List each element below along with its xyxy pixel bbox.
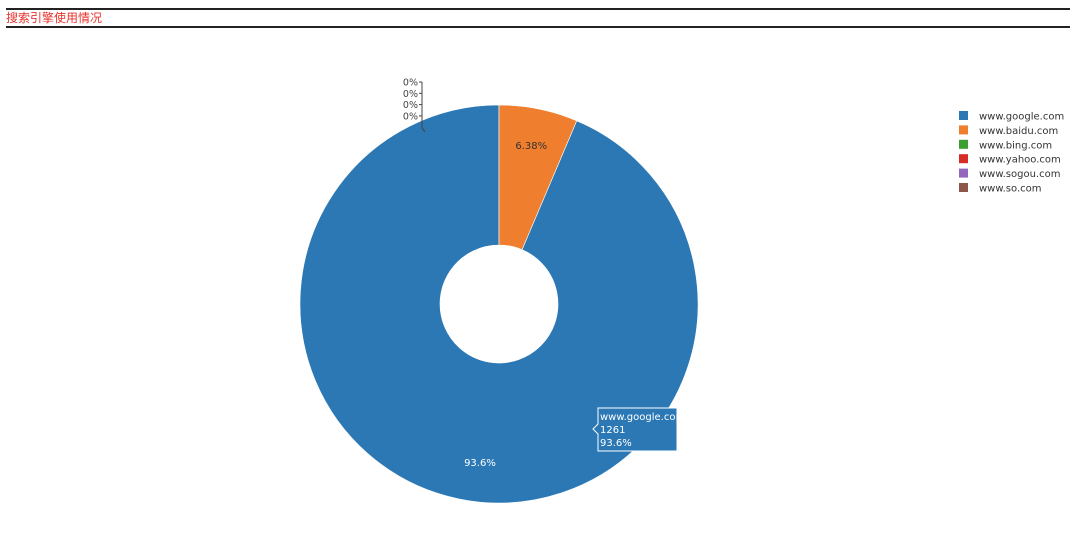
slice-label-google: 93.6% bbox=[464, 458, 496, 469]
slices-layer bbox=[299, 104, 699, 504]
legend: www.google.com www.baidu.com www.bing.com w… bbox=[959, 111, 1064, 195]
slice-label-bing: 0% bbox=[403, 78, 418, 89]
donut-chart: 93.6% 6.38% 0% 0% 0% 0% www.google.com www.bai… bbox=[0, 30, 1080, 553]
zero-label-leader bbox=[421, 82, 426, 133]
legend-label-so: www.so.com bbox=[979, 184, 1042, 195]
tooltip-percent: 93.6% bbox=[600, 438, 632, 449]
legend-label-yahoo: www.yahoo.com bbox=[979, 155, 1061, 166]
hover-tooltip: www.google.com 1261 93.6% bbox=[592, 407, 685, 452]
legend-swatch-so bbox=[959, 183, 968, 192]
panel-header: 搜索引擎使用情况 bbox=[6, 8, 1070, 28]
tooltip-box bbox=[592, 407, 678, 452]
legend-swatch-google bbox=[959, 111, 968, 120]
legend-swatch-baidu bbox=[959, 125, 968, 135]
labels-layer: 93.6%6.38%0%0%0%0% bbox=[403, 78, 547, 469]
legend-label-baidu: www.baidu.com bbox=[979, 126, 1058, 137]
legend-item-google[interactable]: www.google.com bbox=[959, 111, 1064, 123]
legend-item-sogou[interactable]: www.sogou.com bbox=[959, 168, 1060, 181]
legend-item-yahoo[interactable]: www.yahoo.com bbox=[959, 154, 1061, 166]
tooltip-value: 1261 bbox=[600, 425, 625, 436]
legend-swatch-sogou bbox=[959, 168, 968, 178]
slice-label-so: 0% bbox=[403, 111, 418, 122]
tooltip-label: www.google.com bbox=[600, 412, 685, 423]
legend-swatch-bing bbox=[959, 139, 968, 149]
slice-label-baidu: 6.38% bbox=[515, 141, 547, 152]
legend-label-sogou: www.sogou.com bbox=[979, 169, 1060, 180]
slice-google[interactable] bbox=[299, 104, 699, 504]
legend-item-baidu[interactable]: www.baidu.com bbox=[959, 125, 1058, 137]
slice-label-sogou: 0% bbox=[403, 100, 418, 111]
legend-swatch-yahoo bbox=[959, 154, 968, 164]
slice-baidu[interactable] bbox=[498, 104, 578, 251]
legend-label-bing: www.bing.com bbox=[979, 140, 1052, 151]
chart-canvas: 93.6%6.38%0%0%0%0% www.google.comwww.bai… bbox=[299, 78, 1064, 504]
slice-label-yahoo: 0% bbox=[403, 89, 418, 100]
legend-item-so[interactable]: www.so.com bbox=[959, 183, 1042, 195]
legend-item-bing[interactable]: www.bing.com bbox=[959, 139, 1052, 152]
panel-title: 搜索引擎使用情况 bbox=[6, 11, 103, 25]
legend-label-google: www.google.com bbox=[979, 112, 1064, 123]
